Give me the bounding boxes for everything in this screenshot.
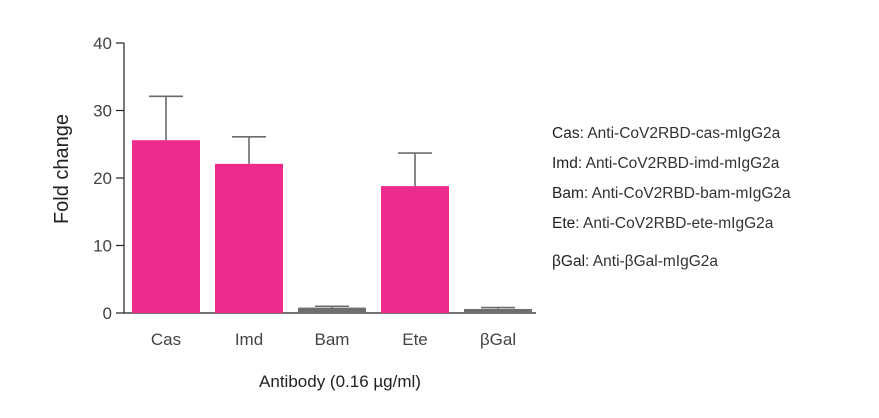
x-tick-label: βGal (480, 330, 516, 349)
bar-gal (464, 308, 532, 313)
bar-bam (298, 307, 366, 313)
legend-entry-cas: Cas: Anti-CoV2RBD-cas-mIgG2a (552, 119, 872, 149)
y-axis-label: Fold change (51, 114, 73, 224)
y-tick-label: 10 (93, 237, 112, 256)
x-tick-label: Bam (315, 330, 350, 349)
legend: Cas: Anti-CoV2RBD-cas-mIgG2a Imd: Anti-C… (552, 119, 872, 277)
legend-entry-ete: Ete: Anti-CoV2RBD-ete-mIgG2a (552, 209, 872, 239)
legend-text: : Anti-CoV2RBD-ete-mIgG2a (575, 215, 774, 232)
y-tick-label: 40 (93, 34, 112, 53)
x-tick-label: Ete (402, 330, 428, 349)
bar-cas (132, 140, 200, 313)
legend-entry-imd: Imd: Anti-CoV2RBD-imd-mIgG2a (552, 149, 872, 179)
y-tick-label: 20 (93, 169, 112, 188)
legend-entry-bam: Bam: Anti-CoV2RBD-bam-mIgG2a (552, 179, 872, 209)
legend-key: Imd (552, 155, 578, 172)
legend-text: : Anti-CoV2RBD-imd-mIgG2a (577, 155, 780, 172)
bars: Cas Imd Bam Ete βGal (132, 95, 532, 349)
y-tick-label: 30 (93, 102, 112, 121)
y-axis: 0 10 20 30 40 (93, 34, 125, 323)
y-tick-label: 0 (103, 304, 112, 323)
legend-text: : Anti-βGal-mIgG2a (585, 253, 719, 270)
legend-entry-bgal: βGal: Anti-βGal-mIgG2a (552, 247, 872, 277)
x-tick-label: Imd (235, 330, 263, 349)
bar-imd (215, 163, 283, 313)
legend-key: Ete (552, 215, 576, 232)
x-tick-label: Cas (151, 330, 181, 349)
legend-key: Cas (552, 125, 580, 142)
x-axis-label: Antibody (0.16 µg/ml) (259, 372, 421, 391)
bar-ete (381, 186, 449, 313)
legend-key: Bam (552, 185, 584, 202)
legend-key: βGal (552, 253, 586, 270)
legend-text: : Anti-CoV2RBD-cas-mIgG2a (579, 125, 781, 142)
legend-text: : Anti-CoV2RBD-bam-mIgG2a (583, 185, 791, 202)
